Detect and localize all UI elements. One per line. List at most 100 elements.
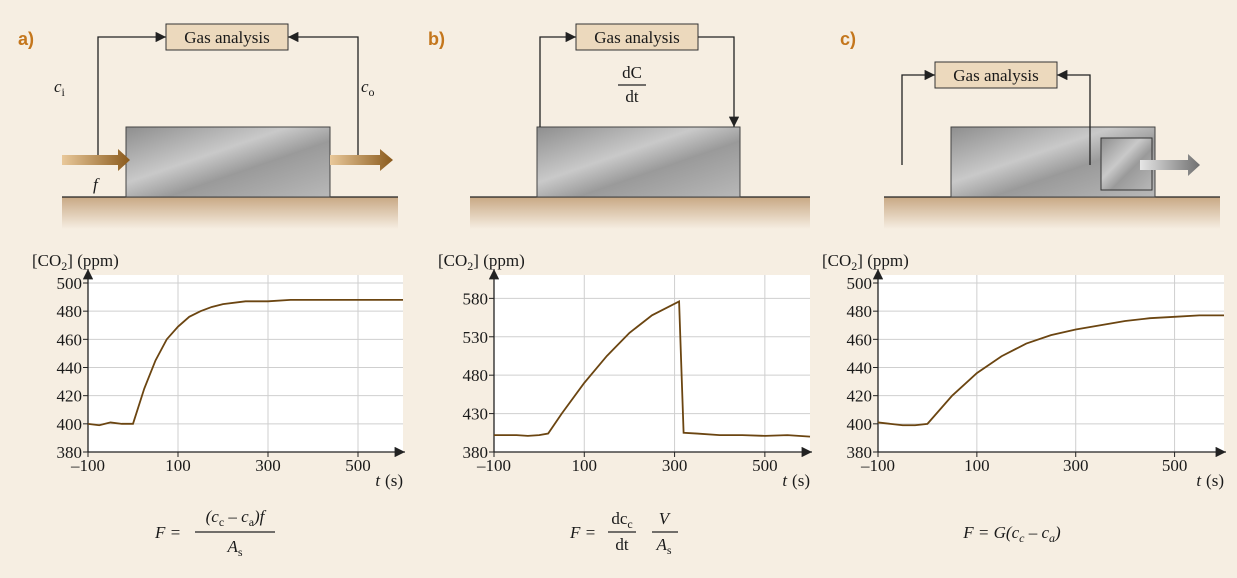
label-part: 2 [61,259,67,273]
x-tick-label: 500 [1162,456,1188,475]
symbol: c [361,77,369,96]
formula-lhs: F = [154,523,181,542]
t: F = G(c [962,523,1019,542]
y-tick-label: 420 [847,387,873,406]
x-tick-label: 500 [345,456,371,475]
data-line [877,314,1224,427]
label-part: 2 [467,259,473,273]
formula: F = G(cc – ca) [962,523,1061,545]
rate-denominator: dt [625,87,639,106]
data-line [494,299,811,438]
formula-b: F = dcc dt V As [569,509,678,557]
t: s [667,543,672,557]
formula-numerator: V [659,509,672,528]
y-axis-label: [CO2] (ppm) [438,251,525,273]
panel-label: c) [840,29,856,49]
box-label: Gas analysis [184,28,269,47]
x-tick-label: 100 [964,456,990,475]
t: a [249,515,255,529]
y-tick-label: 380 [57,443,83,462]
formula-a: F = (cc – ca)f As [154,507,275,559]
symbol: c [54,77,62,96]
label-part: ] (ppm) [473,251,524,270]
diagram-b: b) Gas analysis dC dt [428,23,810,229]
x-tick-label: –100 [70,456,105,475]
y-tick-label: 380 [847,443,873,462]
panel-label: a) [18,29,34,49]
y-tick-label: 580 [463,289,489,308]
x-tick-label: 100 [165,456,191,475]
outlet-label: co [361,77,375,99]
formula-lhs: F = [569,523,596,542]
formula-denominator: dt [615,535,629,554]
t: )f [253,507,267,526]
x-tick-label: 100 [572,456,598,475]
x-axis-label: t (s) [375,471,403,490]
y-tick-label: 480 [847,302,873,321]
plot-area [878,275,1224,452]
t: c [1019,531,1025,545]
t: c [219,515,224,529]
x-tick-label: –100 [860,456,895,475]
t: s [238,545,243,559]
y-tick-label: 480 [57,302,83,321]
formula-numerator: dcc [611,509,632,531]
y-tick-label: 420 [57,387,83,406]
y-tick-label: 380 [463,443,489,462]
formula-c: F = G(cc – ca) [962,523,1061,545]
x-axis-label: t (s) [1196,471,1224,490]
label-part: ] (ppm) [67,251,118,270]
y-tick-label: 530 [463,328,489,347]
label-part: [CO [438,251,467,270]
label-part: (s) [792,471,810,490]
formula-denominator: As [655,535,671,557]
y-tick-label: 460 [847,330,873,349]
subscript: i [62,85,66,99]
y-axis-label: [CO2] (ppm) [822,251,909,273]
t: a [1049,531,1055,545]
t: ) [1054,523,1061,542]
t: dc [611,509,628,528]
label-part: t [1196,471,1202,490]
label-part: t [375,471,381,490]
t: – c [224,507,249,526]
label-part: [CO [32,251,61,270]
data-line [87,299,403,427]
line-chart: 380 430 480 530 580 –100 100 300 500 [CO2] (ppm) t… [438,251,812,490]
x-axis-label: t (s) [782,471,810,490]
box-label: Gas analysis [594,28,679,47]
formula-numerator: (cc – ca)f [206,507,267,529]
x-tick-label: 300 [1063,456,1089,475]
y-tick-label: 440 [57,359,83,378]
plot-area [88,275,403,452]
formula-denominator: As [226,537,242,559]
y-axis-label: [CO2] (ppm) [32,251,119,273]
label-part: (s) [385,471,403,490]
x-tick-label: 500 [752,456,778,475]
y-tick-label: 480 [463,366,489,385]
x-tick-label: –100 [476,456,511,475]
label-part: ] (ppm) [857,251,908,270]
y-tick-label: 460 [57,330,83,349]
t: (c [206,507,220,526]
t: c [627,517,632,531]
t: – c [1024,523,1049,542]
y-tick-label: 400 [847,415,873,434]
panel-label: b) [428,29,445,49]
y-tick-label: 500 [847,274,873,293]
rate-numerator: dC [622,63,642,82]
flow-label: f [93,175,100,194]
label-part: [CO [822,251,851,270]
y-tick-label: 500 [57,274,83,293]
plot-area [494,275,810,452]
t: A [655,535,667,554]
diagram-c: c) Gas analysis [840,29,1220,229]
label-part: (s) [1206,471,1224,490]
inlet-label: ci [54,77,66,99]
box-label: Gas analysis [953,66,1038,85]
x-tick-label: 300 [255,456,281,475]
t: A [226,537,238,556]
